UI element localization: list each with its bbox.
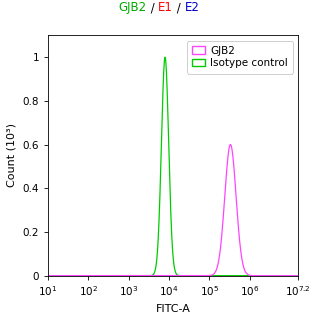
Text: E1: E1 bbox=[158, 2, 173, 14]
Legend: GJB2, Isotype control: GJB2, Isotype control bbox=[187, 40, 293, 74]
X-axis label: FITC-A: FITC-A bbox=[156, 304, 190, 314]
Text: /: / bbox=[147, 2, 158, 14]
Text: E2: E2 bbox=[184, 2, 199, 14]
Y-axis label: Count (10³): Count (10³) bbox=[7, 124, 17, 187]
Text: /: / bbox=[173, 2, 184, 14]
Text: GJB2: GJB2 bbox=[119, 2, 147, 14]
